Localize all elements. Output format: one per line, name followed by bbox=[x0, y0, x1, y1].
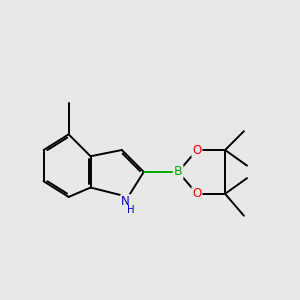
Text: N: N bbox=[121, 195, 130, 208]
Text: B: B bbox=[174, 165, 182, 178]
Text: H: H bbox=[127, 205, 134, 215]
Text: O: O bbox=[192, 143, 202, 157]
Text: O: O bbox=[192, 187, 202, 200]
